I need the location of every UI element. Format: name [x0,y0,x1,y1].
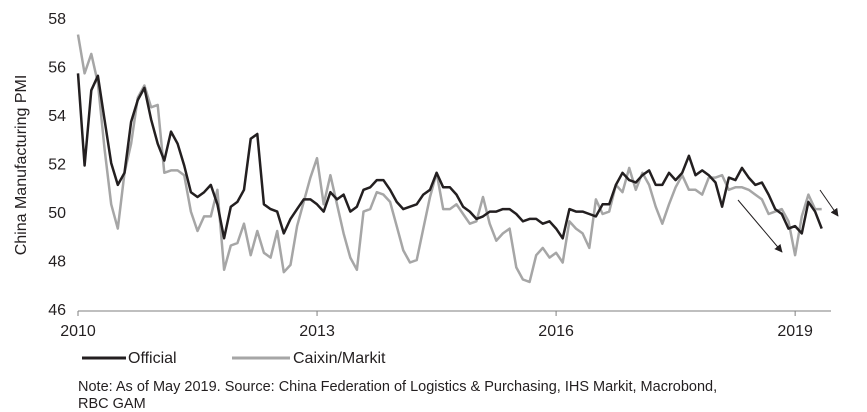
y-tick-label: 48 [48,254,66,271]
y-tick-label: 58 [48,11,66,28]
y-axis-label: China Manufacturing PMI [13,75,30,256]
x-tick-label: 2019 [777,323,813,340]
line-series [76,34,822,284]
y-tick-label: 52 [48,157,66,174]
note: Note: As of May 2019. Source: China Fede… [78,379,717,395]
legend-label: Caixin/Markit [293,350,386,367]
y-tick-label: 54 [48,108,66,125]
y-tick-label: 56 [48,60,66,77]
line-series [76,73,823,240]
y-tick-label: 46 [48,302,66,319]
annotation-arrow [819,189,839,217]
note: RBC GAM [78,396,146,412]
legend-label: Official [128,350,177,367]
annotation-arrow [737,199,783,253]
y-tick-label: 50 [48,205,66,222]
x-tick-label: 2010 [60,323,96,340]
x-tick-label: 2016 [538,323,574,340]
x-tick-label: 2013 [299,323,335,340]
